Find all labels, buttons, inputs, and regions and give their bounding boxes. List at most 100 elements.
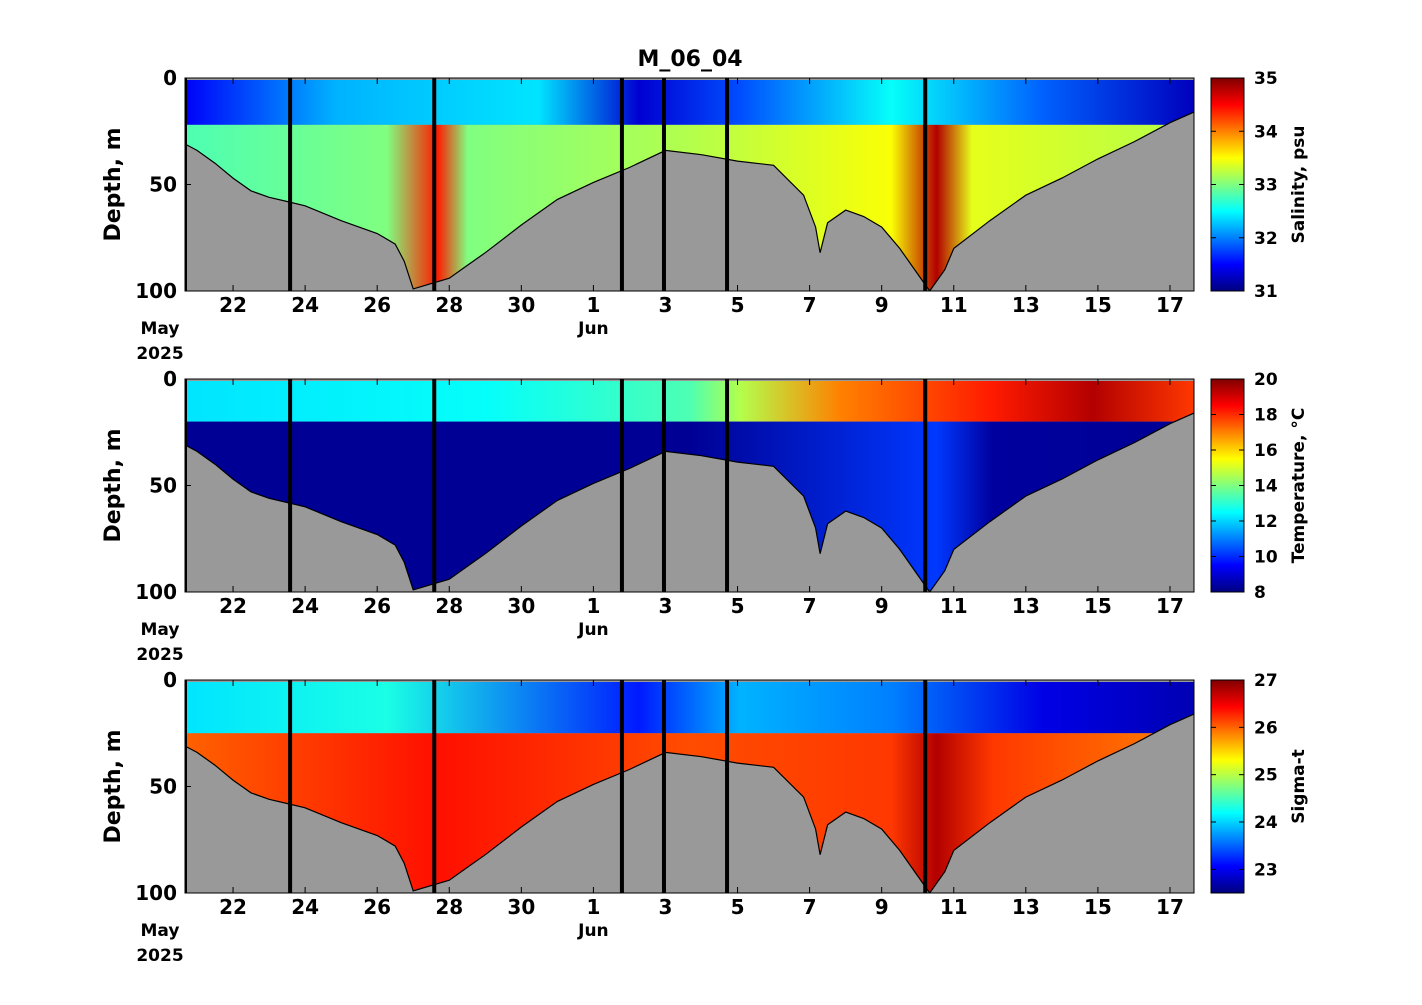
x-tick-label: 26 (363, 594, 391, 618)
x-tick-label: 11 (940, 293, 968, 317)
x-tick-label: 5 (731, 895, 745, 919)
y-axis-label: Depth, m (101, 428, 126, 542)
colorbar-tick-label: 26 (1254, 718, 1278, 738)
x-tick-label: 22 (219, 293, 247, 317)
colorbar (1210, 77, 1245, 292)
colorbar-tick-label: 16 (1254, 441, 1278, 461)
figure-title: M_06_04 (637, 47, 742, 72)
x-tick-label: 9 (875, 594, 889, 618)
colorbar-tick-label: 35 (1254, 69, 1278, 89)
y-axis-label: Depth, m (101, 729, 126, 843)
x-tick-label: 3 (659, 594, 673, 618)
x-tick-label: 1 (586, 594, 600, 618)
x-tick-label: 30 (507, 594, 535, 618)
y-tick-label: 50 (149, 173, 177, 197)
colorbar-tick-label: 18 (1254, 406, 1278, 426)
x-tick-label: 17 (1156, 594, 1184, 618)
x-tick-label: 13 (1012, 895, 1040, 919)
heatmap-field (185, 379, 1194, 592)
colorbar-label: Salinity, psu (1289, 126, 1309, 244)
colorbar-tick-label: 14 (1254, 477, 1278, 497)
bottom-depth-line (185, 111, 1194, 291)
x-tick-label: 17 (1156, 895, 1184, 919)
x-month-label: Jun (577, 620, 609, 640)
x-tick-label: 3 (659, 895, 673, 919)
colorbar-tick-label: 20 (1254, 370, 1278, 390)
bottom-depth-line (185, 412, 1194, 592)
x-tick-label: 15 (1084, 594, 1112, 618)
x-tick-label: 24 (291, 594, 319, 618)
x-tick-label: 7 (803, 594, 817, 618)
x-month-label: May (141, 921, 180, 941)
x-tick-label: 11 (940, 895, 968, 919)
x-tick-label: 15 (1084, 895, 1112, 919)
x-year-label: 2025 (136, 946, 183, 966)
x-tick-label: 28 (435, 895, 463, 919)
x-tick-label: 26 (363, 895, 391, 919)
x-tick-label: 30 (507, 895, 535, 919)
colorbar-tick-label: 23 (1254, 860, 1278, 880)
x-tick-label: 15 (1084, 293, 1112, 317)
colorbar-label: Temperature, °C (1289, 408, 1309, 564)
field-band (185, 80, 1194, 125)
colorbar-tick-label: 24 (1254, 813, 1278, 833)
x-tick-label: 13 (1012, 293, 1040, 317)
x-tick-label: 9 (875, 895, 889, 919)
colorbar-label: Sigma-t (1289, 749, 1309, 824)
y-tick-label: 0 (163, 66, 177, 90)
x-tick-label: 22 (219, 895, 247, 919)
x-tick-label: 28 (435, 293, 463, 317)
x-tick-label: 26 (363, 293, 391, 317)
y-tick-label: 50 (149, 474, 177, 498)
colorbar (1210, 378, 1245, 593)
x-tick-label: 22 (219, 594, 247, 618)
heatmap-field (185, 78, 1194, 291)
x-month-label: Jun (577, 921, 609, 941)
x-month-label: May (141, 319, 180, 339)
colorbar-tick-label: 34 (1254, 122, 1278, 142)
x-tick-label: 5 (731, 594, 745, 618)
x-tick-label: 13 (1012, 594, 1040, 618)
x-tick-label: 1 (586, 293, 600, 317)
x-tick-label: 7 (803, 293, 817, 317)
x-month-label: May (141, 620, 180, 640)
colorbar-tick-label: 31 (1254, 282, 1278, 302)
x-tick-label: 24 (291, 293, 319, 317)
colorbar-tick-label: 27 (1254, 671, 1278, 691)
colorbar (1210, 679, 1245, 894)
y-tick-label: 100 (135, 580, 177, 604)
y-tick-label: 0 (163, 668, 177, 692)
x-tick-label: 7 (803, 895, 817, 919)
x-tick-label: 1 (586, 895, 600, 919)
field-band (185, 381, 1194, 422)
bottom-depth-line (185, 713, 1194, 893)
x-tick-label: 28 (435, 594, 463, 618)
colorbar-tick-label: 10 (1254, 548, 1278, 568)
heatmap-field (185, 680, 1194, 893)
x-tick-label: 11 (940, 594, 968, 618)
colorbar-tick-label: 12 (1254, 512, 1278, 532)
x-month-label: Jun (577, 319, 609, 339)
x-tick-label: 17 (1156, 293, 1184, 317)
y-tick-label: 100 (135, 279, 177, 303)
x-tick-label: 30 (507, 293, 535, 317)
x-tick-label: 3 (659, 293, 673, 317)
colorbar-tick-label: 8 (1254, 583, 1266, 603)
x-year-label: 2025 (136, 344, 183, 364)
x-tick-label: 5 (731, 293, 745, 317)
y-tick-label: 100 (135, 881, 177, 905)
colorbar-tick-label: 33 (1254, 176, 1278, 196)
x-tick-label: 24 (291, 895, 319, 919)
y-axis-label: Depth, m (101, 127, 126, 241)
x-tick-label: 9 (875, 293, 889, 317)
x-year-label: 2025 (136, 645, 183, 665)
colorbar-tick-label: 32 (1254, 229, 1278, 249)
colorbar-tick-label: 25 (1254, 766, 1278, 786)
field-band (185, 682, 1194, 734)
